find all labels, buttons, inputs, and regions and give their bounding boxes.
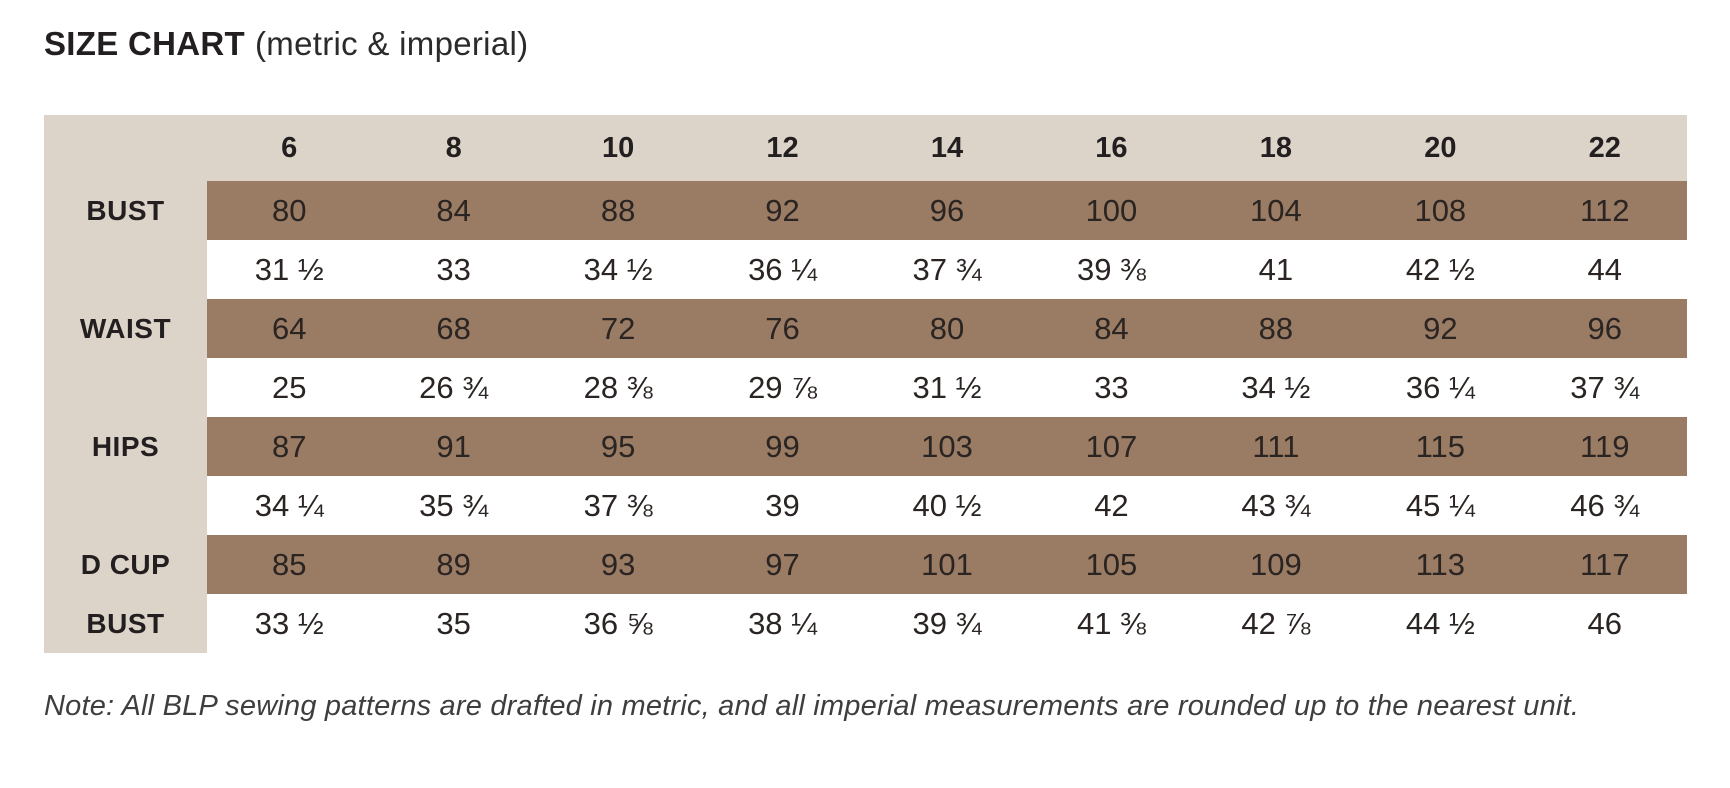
metric-cell: 108	[1358, 181, 1523, 240]
imperial-cell: 39 ⅜	[1076, 251, 1146, 287]
imperial-cell: 33 ½	[254, 605, 324, 641]
metric-cell: 72	[535, 299, 701, 358]
size-header-20: 20	[1358, 115, 1523, 181]
metric-cell: 95	[535, 417, 701, 476]
metric-cell: 103	[864, 417, 1030, 476]
imperial-cell: 44 ½	[1405, 605, 1475, 641]
imperial-cell: 39	[765, 487, 800, 523]
imperial-cell: 31 ½	[912, 369, 982, 405]
row-label-4: HIPS	[44, 417, 207, 476]
size-header-16: 16	[1029, 115, 1194, 181]
metric-cell: 85	[207, 535, 372, 594]
metric-cell: 97	[700, 535, 865, 594]
size-table: 6 8 10 12 14 16 18 20 22 BUST 80 84 88 92 96 100 104 108 1…	[44, 115, 1687, 653]
metric-cell: 107	[1029, 417, 1194, 476]
page-title: SIZE CHART (metric & imperial)	[44, 24, 1687, 64]
metric-cell: 117	[1522, 535, 1687, 594]
imperial-cell: 28 ⅜	[583, 369, 653, 405]
size-header-6: 6	[207, 115, 372, 181]
metric-cell: 89	[371, 535, 536, 594]
metric-cell: 87	[207, 417, 372, 476]
metric-cell: 111	[1193, 417, 1359, 476]
row-label-1	[44, 240, 207, 299]
metric-cell: 76	[700, 299, 865, 358]
metric-cell: 100	[1029, 181, 1194, 240]
imperial-cell: 26 ¾	[419, 369, 489, 405]
metric-cell: 96	[1522, 299, 1687, 358]
page-title-main: SIZE CHART	[44, 25, 245, 62]
imperial-cell: 39 ¾	[912, 605, 982, 641]
footnote: Note: All BLP sewing patterns are drafte…	[44, 690, 1580, 722]
row-label-2: WAIST	[44, 299, 207, 358]
imperial-cell: 31 ½	[254, 251, 324, 287]
imperial-cell: 36 ¼	[1405, 369, 1475, 405]
imperial-cell: 41 ⅜	[1076, 605, 1146, 641]
size-header-18: 18	[1193, 115, 1359, 181]
metric-cell: 99	[700, 417, 865, 476]
size-header-22: 22	[1522, 115, 1687, 181]
row-label-5	[44, 476, 207, 535]
imperial-cell: 36 ¼	[748, 251, 818, 287]
metric-cell: 91	[371, 417, 536, 476]
imperial-cell: 29 ⅞	[748, 369, 818, 405]
metric-cell: 109	[1193, 535, 1359, 594]
metric-cell: 112	[1522, 181, 1687, 240]
page-title-suffix: (metric & imperial)	[255, 25, 529, 62]
imperial-cell: 38 ¼	[748, 605, 818, 641]
imperial-cell: 45 ¼	[1405, 487, 1475, 523]
page-root: SIZE CHART (metric & imperial) 6 8 10 12 14 16…	[44, 24, 1687, 722]
row-label-7: BUST	[44, 594, 207, 653]
imperial-cell: 35	[436, 605, 471, 641]
imperial-cell: 40 ½	[912, 487, 982, 523]
imperial-cell: 34 ½	[583, 251, 653, 287]
size-header-10: 10	[535, 115, 701, 181]
imperial-cell: 33	[1094, 369, 1129, 405]
imperial-cell: 43 ¾	[1241, 487, 1311, 523]
metric-cell: 88	[1193, 299, 1359, 358]
imperial-cell: 42	[1094, 487, 1129, 523]
metric-cell: 80	[207, 181, 372, 240]
size-header-12: 12	[700, 115, 865, 181]
imperial-cell: 44	[1587, 251, 1622, 287]
imperial-cell: 41	[1258, 251, 1294, 287]
imperial-cell: 37 ¾	[1570, 369, 1640, 405]
row-label-0: BUST	[44, 181, 207, 240]
metric-cell: 113	[1358, 535, 1523, 594]
imperial-cell: 46 ¾	[1570, 487, 1640, 523]
metric-cell: 96	[864, 181, 1030, 240]
metric-cell: 80	[864, 299, 1030, 358]
metric-cell: 92	[700, 181, 865, 240]
metric-cell: 93	[535, 535, 701, 594]
metric-cell: 84	[1029, 299, 1194, 358]
imperial-cell: 35 ¾	[419, 487, 489, 523]
metric-cell: 84	[371, 181, 536, 240]
metric-cell: 68	[371, 299, 536, 358]
row-label-3	[44, 358, 207, 417]
imperial-cell: 36 ⅝	[583, 605, 653, 641]
imperial-cell: 42 ½	[1405, 251, 1475, 287]
metric-cell: 88	[535, 181, 701, 240]
metric-cell: 64	[207, 299, 372, 358]
imperial-cell: 37 ⅜	[583, 487, 653, 523]
size-header-14: 14	[864, 115, 1030, 181]
imperial-cell: 25	[271, 369, 307, 405]
metric-cell: 105	[1029, 535, 1194, 594]
metric-cell: 92	[1358, 299, 1523, 358]
imperial-cell: 37 ¾	[912, 251, 982, 287]
table-corner-cell	[44, 115, 207, 181]
row-label-6: D CUP	[44, 535, 207, 594]
imperial-cell: 34 ¼	[254, 487, 324, 523]
imperial-cell: 33	[436, 251, 471, 287]
metric-cell: 119	[1522, 417, 1687, 476]
size-header-8: 8	[371, 115, 536, 181]
metric-cell: 101	[864, 535, 1030, 594]
imperial-cell: 34 ½	[1241, 369, 1311, 405]
imperial-cell: 46	[1587, 605, 1622, 641]
metric-cell: 104	[1193, 181, 1359, 240]
imperial-cell: 42 ⅞	[1241, 605, 1311, 641]
metric-cell: 115	[1358, 417, 1523, 476]
